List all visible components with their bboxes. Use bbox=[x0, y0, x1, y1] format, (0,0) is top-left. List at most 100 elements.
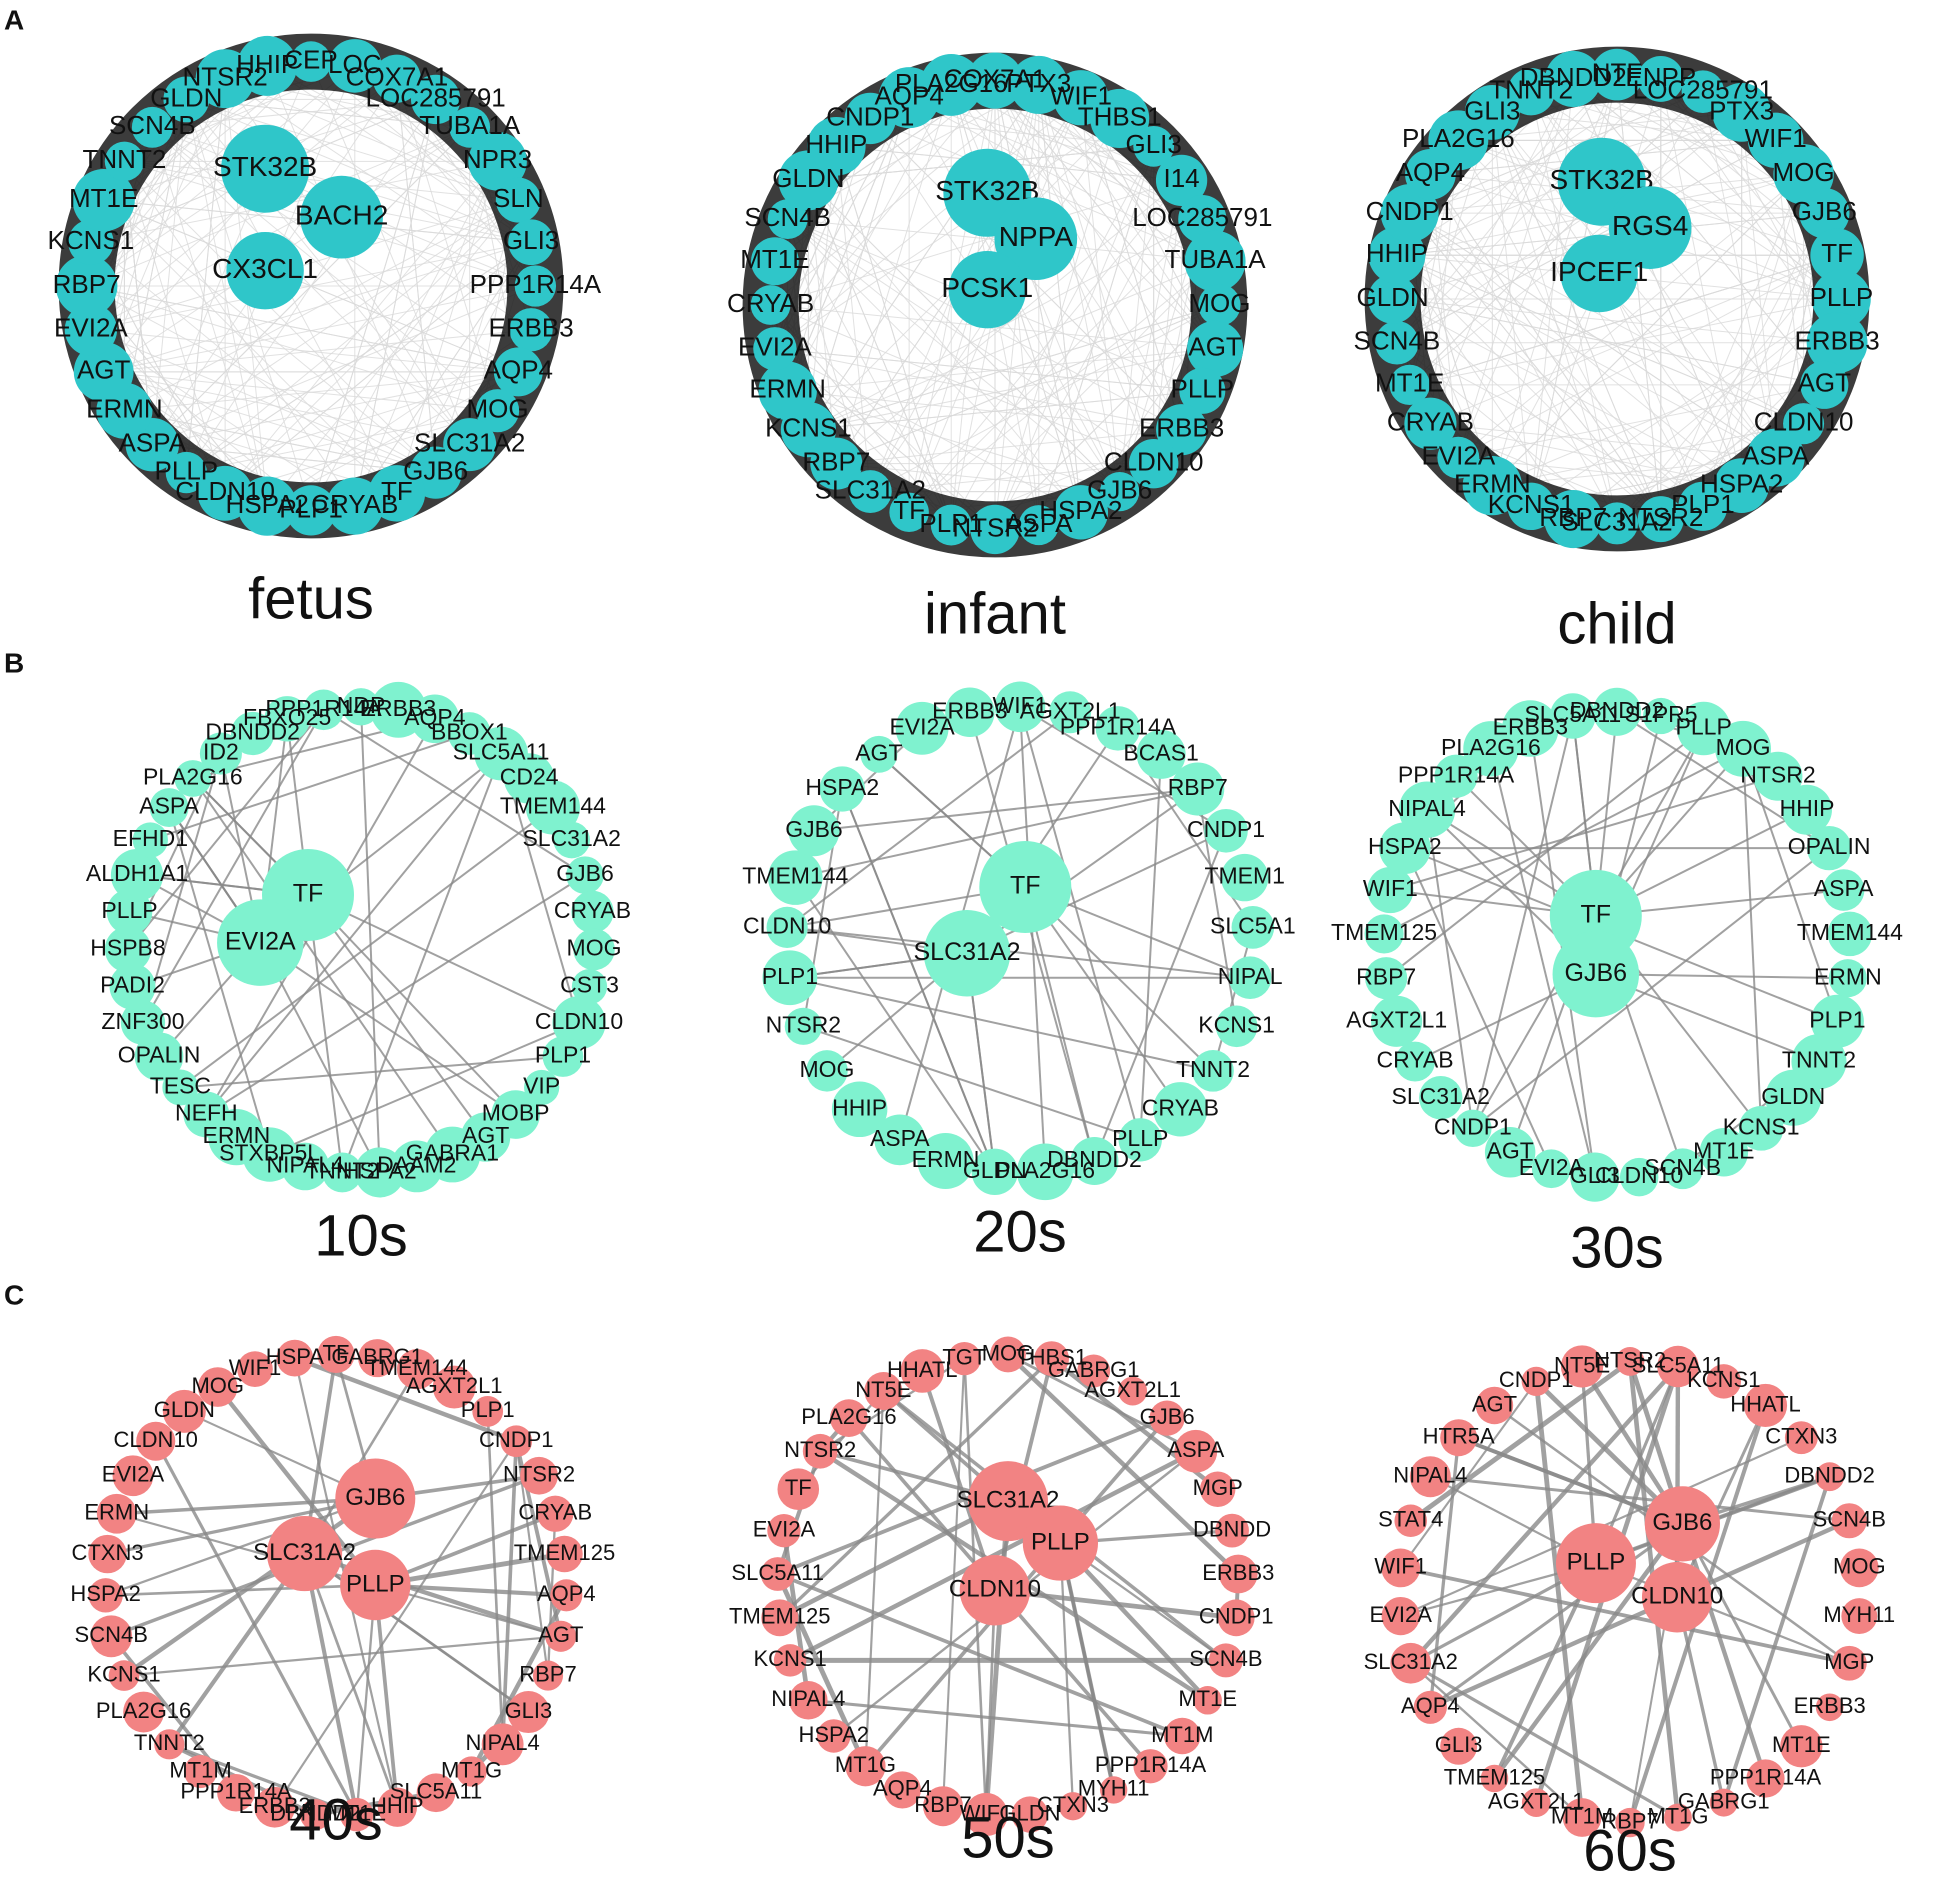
edge bbox=[1392, 298, 1838, 344]
node-label: NDP bbox=[337, 692, 386, 718]
hub-node bbox=[948, 250, 1027, 329]
edge bbox=[770, 84, 1040, 306]
node-label: PLLP bbox=[1810, 282, 1874, 312]
node bbox=[432, 1365, 476, 1409]
node-label: KCNS1 bbox=[753, 1646, 826, 1671]
node bbox=[1437, 436, 1480, 479]
node bbox=[1218, 1554, 1258, 1594]
node-label: NT5E bbox=[855, 1377, 911, 1402]
node-label: DAAM2 bbox=[377, 1152, 456, 1178]
node bbox=[546, 1535, 583, 1573]
node bbox=[1831, 1503, 1867, 1539]
edge bbox=[1458, 173, 1804, 459]
node-label: PTX3 bbox=[1006, 68, 1071, 98]
node bbox=[788, 805, 840, 857]
hub-node bbox=[1560, 234, 1638, 313]
edge bbox=[86, 285, 436, 474]
node-label: AGT bbox=[1798, 368, 1852, 398]
node-label: GABRG1 bbox=[1048, 1357, 1140, 1382]
edge bbox=[1392, 298, 1742, 487]
edge bbox=[1660, 78, 1743, 486]
node bbox=[1810, 228, 1864, 282]
node bbox=[131, 106, 173, 148]
node bbox=[197, 1367, 238, 1407]
node-label: SCN4B bbox=[744, 202, 831, 232]
edge bbox=[1429, 1522, 1684, 1709]
node bbox=[1560, 1345, 1604, 1388]
node-label: MT1E bbox=[1375, 368, 1444, 398]
edge bbox=[310, 61, 471, 445]
edge bbox=[808, 218, 1203, 431]
node-label: NTSR2 bbox=[1594, 1347, 1666, 1372]
edge bbox=[90, 160, 498, 243]
node-label: MOG bbox=[567, 934, 622, 960]
node-label: TMEM144 bbox=[366, 1355, 467, 1380]
hub-node bbox=[923, 910, 1011, 997]
node-label: SLC5A11 bbox=[390, 1779, 483, 1804]
node-label: NIPAL4 bbox=[1393, 1463, 1467, 1488]
edge bbox=[1429, 1518, 1851, 1710]
node-label: CLDN10 bbox=[1595, 1162, 1683, 1188]
edge bbox=[1492, 423, 1804, 487]
edge bbox=[124, 371, 519, 412]
node-label: HSPA2 bbox=[226, 489, 309, 519]
node-label: NTSR2 bbox=[503, 1462, 575, 1487]
node-label: TMEM144 bbox=[500, 793, 606, 819]
edge bbox=[1396, 254, 1704, 507]
node bbox=[1390, 1642, 1432, 1684]
edge bbox=[1409, 78, 1574, 386]
node bbox=[553, 821, 590, 859]
node bbox=[1367, 274, 1418, 324]
edge bbox=[360, 706, 381, 1173]
node bbox=[1550, 693, 1596, 739]
node bbox=[1521, 1788, 1551, 1817]
node-label: NIPAL4 bbox=[466, 1730, 540, 1755]
node-label: MOG bbox=[1833, 1554, 1886, 1579]
node bbox=[571, 968, 608, 1005]
node bbox=[520, 1456, 558, 1495]
node bbox=[930, 504, 972, 546]
node-label: KCNS1 bbox=[765, 413, 852, 443]
node bbox=[1018, 505, 1059, 546]
node-label: CLDN10 bbox=[1104, 447, 1204, 477]
edge bbox=[191, 777, 454, 1156]
node-label: TMEM144 bbox=[742, 863, 848, 889]
node bbox=[285, 485, 337, 536]
hub-node bbox=[979, 841, 1072, 933]
edge bbox=[1426, 809, 1474, 1129]
node bbox=[303, 689, 344, 731]
node bbox=[1746, 1759, 1785, 1798]
node-label: HHIP bbox=[805, 129, 867, 159]
network-title: fetus bbox=[248, 566, 374, 631]
edge bbox=[787, 84, 952, 392]
edge bbox=[870, 304, 1220, 493]
node-label: GLI3 bbox=[505, 1698, 553, 1723]
node bbox=[1643, 697, 1680, 735]
node-label: CNDP1 bbox=[1199, 1604, 1274, 1629]
edge bbox=[1392, 298, 1662, 520]
node-label: RBP7 bbox=[802, 447, 870, 477]
node-label: ERBB3 bbox=[1139, 413, 1224, 443]
node-label: TF bbox=[893, 495, 925, 525]
node-label: NPR3 bbox=[463, 144, 532, 174]
node-label: TNNT2 bbox=[134, 1730, 205, 1755]
node-label: CD24 bbox=[500, 764, 559, 790]
node-label: TNNT2 bbox=[83, 144, 167, 174]
node bbox=[889, 492, 929, 533]
edge bbox=[1572, 78, 1825, 386]
node-label: GLDN bbox=[154, 1397, 215, 1422]
edge bbox=[777, 1572, 1183, 1738]
node-label: PLP1 bbox=[461, 1397, 515, 1422]
node bbox=[1738, 1105, 1784, 1151]
edge bbox=[835, 84, 952, 464]
node-label: ASPA bbox=[1814, 875, 1874, 901]
node-label: GLI3 bbox=[1125, 129, 1181, 159]
edge bbox=[224, 161, 498, 494]
hub-node bbox=[1552, 930, 1640, 1018]
edge bbox=[124, 199, 519, 412]
node bbox=[1193, 1686, 1222, 1715]
edge bbox=[1409, 91, 1704, 386]
node-label: PPP1R14A bbox=[1398, 761, 1515, 787]
node-label: TMEM125 bbox=[1444, 1764, 1545, 1789]
